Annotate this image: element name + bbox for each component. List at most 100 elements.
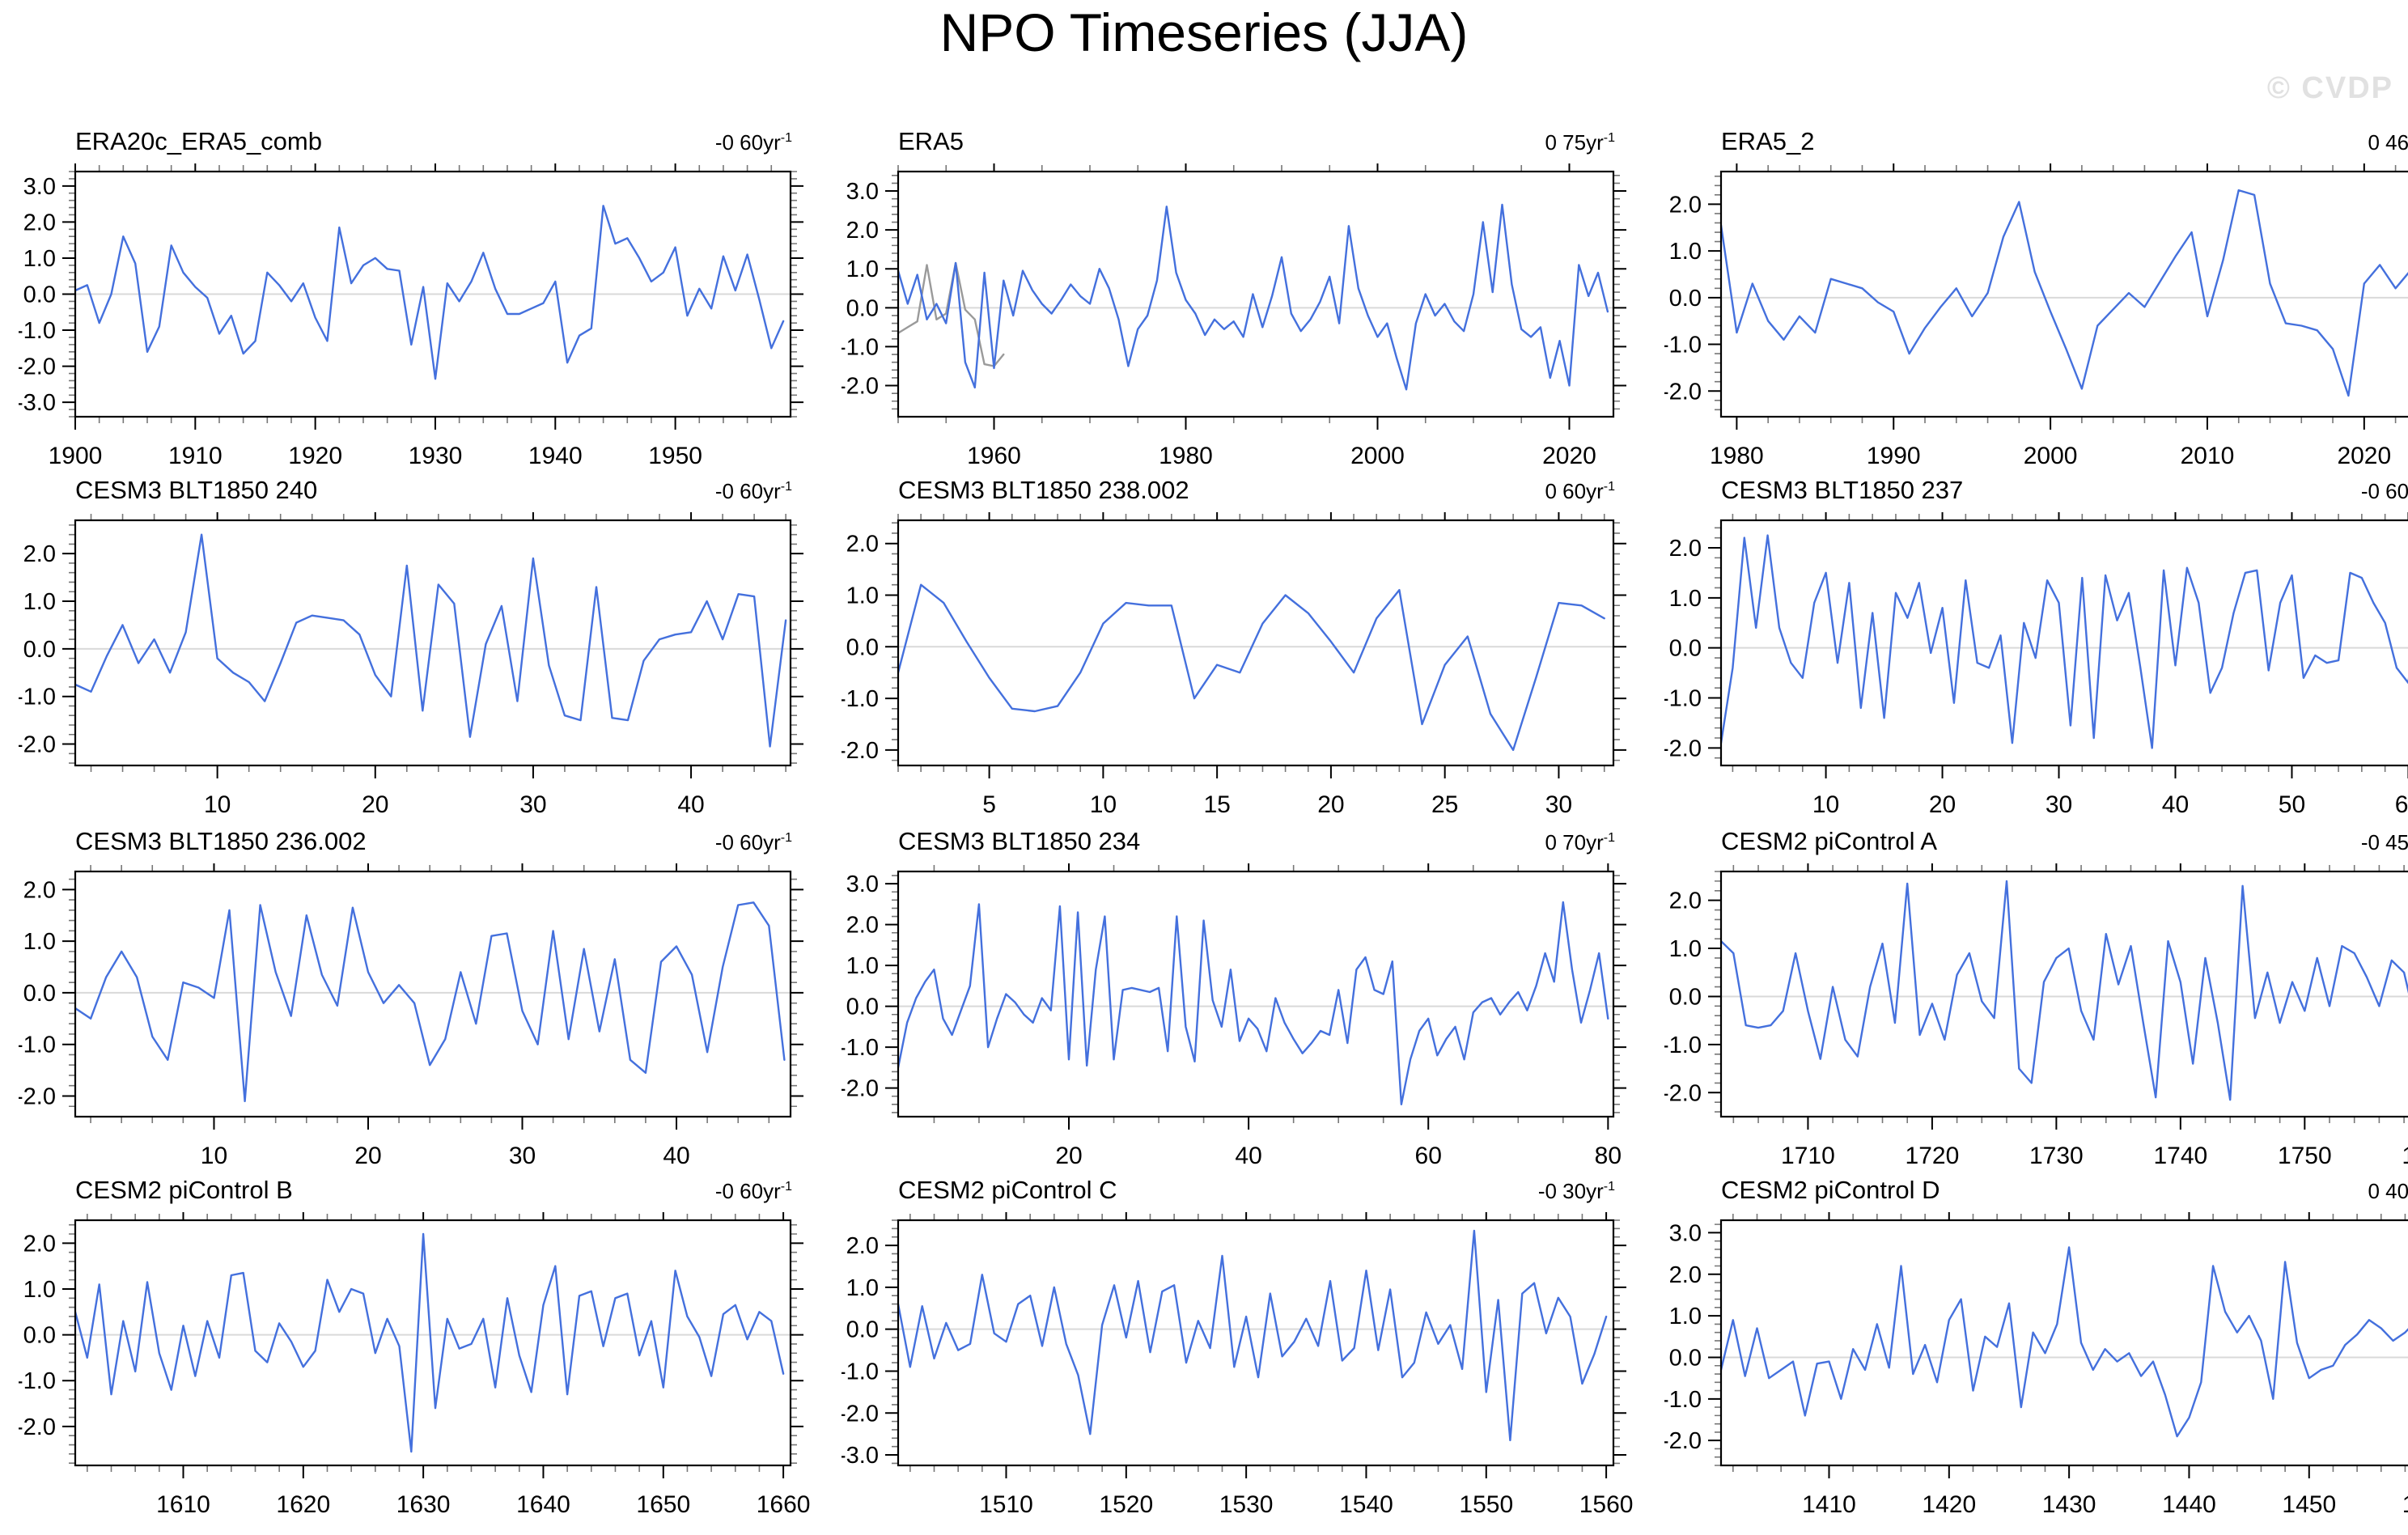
x-tick-label: 1750: [2278, 1143, 2332, 1169]
trend-value: -0 60yr: [714, 1179, 781, 1203]
minor-ticks: [69, 1214, 797, 1472]
y-tick-label: 1.0: [1669, 936, 1702, 962]
y-tick-label: 2.0: [846, 913, 879, 939]
y-tick-label: -2.0: [1664, 1428, 1702, 1454]
series-line: [75, 901, 786, 1103]
trend-label: 0 70yr-1: [1545, 825, 1616, 856]
y-tick-label: -1.0: [19, 1033, 56, 1058]
y-tick-label: 2.0: [23, 1231, 56, 1257]
panel-title: CESM3 BLT1850 238.002: [898, 476, 1189, 504]
x-tick-label: 1730: [2029, 1143, 2084, 1169]
y-tick-label: -1.0: [1664, 686, 1702, 712]
minor-ticks: [69, 514, 797, 772]
x-tick-label: 1560: [1579, 1491, 1634, 1518]
x-tick-label: 1920: [288, 443, 342, 469]
trend-label: -0 60yr-1: [715, 1173, 792, 1205]
plot-frame: [1719, 519, 2408, 767]
y-tick-label: 2.0: [1669, 888, 1702, 914]
x-tick-label: 1720: [1906, 1143, 1960, 1169]
y-tick-label: -2.0: [1664, 1080, 1702, 1106]
y-tick-label: 0.0: [23, 637, 56, 663]
minor-ticks: [892, 1214, 1620, 1472]
plot-frame: [897, 519, 1615, 767]
x-tick-label: 1950: [648, 443, 702, 469]
x-tick-label: 1760: [2402, 1143, 2408, 1169]
plot-frame: [74, 519, 792, 767]
series-line: [1721, 189, 2408, 397]
y-tick-label: 0.0: [1669, 1345, 1702, 1371]
timeseries-panel: ERA5_2 0 46yr-1 1980 1990 2000 2010 2020 2.0 1.0…: [1664, 121, 2408, 483]
y-tick-label: 1.0: [1669, 239, 1702, 265]
y-tick-label: 3.0: [846, 871, 879, 897]
y-tick-label: -2.0: [842, 738, 879, 764]
panel-header: CESM2 piControl D 0 40yr-1: [1721, 1173, 2408, 1205]
timeseries-panel: CESM3 BLT1850 236.002 -0 60yr-1 10 20 30 40 2.…: [19, 821, 842, 1183]
panel-title: CESM3 BLT1850 237: [1721, 476, 1964, 504]
y-tick-label: 2.0: [846, 218, 879, 244]
panel-title: CESM3 BLT1850 234: [898, 827, 1141, 855]
x-tick-label: 1740: [2153, 1143, 2207, 1169]
x-tick-label: 1640: [516, 1491, 570, 1518]
x-tick-label: 1420: [1922, 1491, 1976, 1518]
y-tick-label: 1.0: [1669, 1304, 1702, 1329]
major-ticks: [885, 863, 1626, 1130]
series-line: [75, 205, 785, 380]
trend-exponent: -1: [1603, 1180, 1615, 1194]
plot-frame: [897, 870, 1615, 1118]
y-tick-label: 2.0: [1669, 536, 1702, 562]
y-tick-label: 1.0: [23, 1277, 56, 1303]
y-tick-label: -2.0: [19, 1083, 56, 1109]
x-tick-label: 1900: [49, 443, 103, 469]
y-tick-label: 2.0: [846, 532, 879, 558]
trend-exponent: -1: [1603, 480, 1615, 494]
timeseries-panel: CESM3 BLT1850 234 0 70yr-1 20 40 60 80 3.0 2.0 1…: [842, 821, 1664, 1183]
trend-value: 0 40yr: [2368, 1179, 2408, 1203]
minor-ticks: [69, 865, 797, 1123]
x-tick-label: 1540: [1339, 1491, 1393, 1518]
x-tick-label: 30: [1545, 791, 1572, 818]
x-tick-label: 1630: [396, 1491, 451, 1518]
x-tick-label: 1650: [636, 1491, 690, 1518]
trend-value: -0 30yr: [1537, 1179, 1604, 1203]
plot-area: 1710 1720 1730 1740 1750 1760 2.0 1.0 0.0 -1.0 -2.…: [1664, 863, 2408, 1169]
timeseries-panel: CESM2 piControl C -0 30yr-1 1510 1520 1530 15…: [842, 1170, 1664, 1532]
y-tick-label: -2.0: [842, 1076, 879, 1102]
cvdp-watermark: © CVDP: [2266, 71, 2393, 105]
y-tick-label: 0.0: [846, 634, 879, 660]
timeseries-panel: ERA20c_ERA5_comb -0 60yr-1 1900 1910 1920 193…: [19, 121, 842, 483]
trend-exponent: -1: [1603, 831, 1615, 845]
panel-title: ERA5: [898, 127, 964, 155]
timeseries-panel: ERA5 0 75yr-1 1960 1980 2000 2020 3.0 2.0 1.0 0.0…: [842, 121, 1664, 483]
trend-label: 0 40yr-1: [2368, 1173, 2408, 1205]
plot-area: 1900 1910 1920 1930 1940 1950 3.0 2.0 1.0 0.0 -1.0…: [19, 163, 803, 469]
trend-label: -0 60yr-1: [715, 473, 792, 505]
x-tick-label: 10: [204, 791, 231, 818]
minor-ticks: [1715, 865, 2405, 1123]
x-tick-label: 1930: [409, 443, 463, 469]
trend-value: -0 60yr: [714, 479, 781, 503]
y-tick-label: -1.0: [842, 334, 879, 360]
y-tick-label: 1.0: [846, 1275, 879, 1301]
y-tick-label: 2.0: [1669, 192, 1702, 218]
timeseries-panel: CESM2 piControl D 0 40yr-1 1410 1420 1430 144…: [1664, 1170, 2408, 1532]
trend-label: 0 60yr-1: [1545, 473, 1616, 505]
panel-header: ERA5_2 0 46yr-1: [1721, 125, 2408, 156]
x-tick-label: 20: [1929, 791, 1956, 818]
major-ticks: [1708, 863, 2306, 1130]
y-tick-label: -1.0: [842, 1359, 879, 1384]
x-tick-label: 10: [201, 1143, 227, 1169]
y-tick-label: 2.0: [23, 210, 56, 235]
y-tick-label: 2.0: [846, 1233, 879, 1259]
y-tick-label: 3.0: [23, 174, 56, 200]
y-tick-label: 2.0: [23, 877, 56, 903]
series-line: [75, 1232, 785, 1453]
y-tick-label: -3.0: [19, 390, 56, 416]
panel-header: CESM2 piControl A -0 45yr-1: [1721, 825, 2408, 856]
y-tick-label: -1.0: [842, 686, 879, 712]
minor-ticks: [1715, 514, 2386, 772]
trend-value: 0 46yr: [2368, 130, 2408, 155]
major-ticks: [62, 163, 803, 430]
trend-exponent: -1: [780, 831, 792, 845]
x-tick-label: 40: [2162, 791, 2189, 818]
x-tick-label: 1460: [2402, 1491, 2408, 1518]
